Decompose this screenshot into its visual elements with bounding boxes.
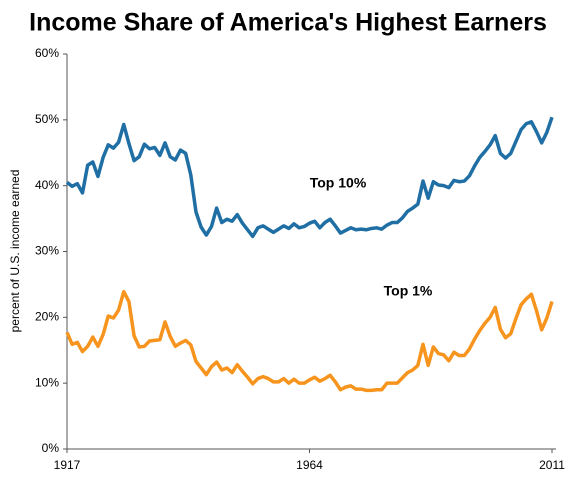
y-tick-label: 60% xyxy=(35,46,59,60)
chart-title: Income Share of America's Highest Earner… xyxy=(29,9,547,37)
y-tick-label: 30% xyxy=(35,244,59,258)
series-line xyxy=(65,116,554,239)
y-tick-label: 50% xyxy=(35,112,59,126)
y-axis-label: percent of U.S. income earned xyxy=(8,170,22,333)
y-tick-label: 20% xyxy=(35,310,59,324)
y-tick-label: 10% xyxy=(35,375,59,389)
series-label: Top 10% xyxy=(310,175,367,191)
y-tick-label: 40% xyxy=(35,178,59,192)
x-tick-label: 1917 xyxy=(54,458,81,472)
series-label: Top 1% xyxy=(384,283,433,299)
y-tick-label: 0% xyxy=(42,441,60,455)
x-tick-label: 2011 xyxy=(539,458,565,472)
series-line xyxy=(65,289,554,393)
x-tick-label: 1964 xyxy=(296,458,323,472)
